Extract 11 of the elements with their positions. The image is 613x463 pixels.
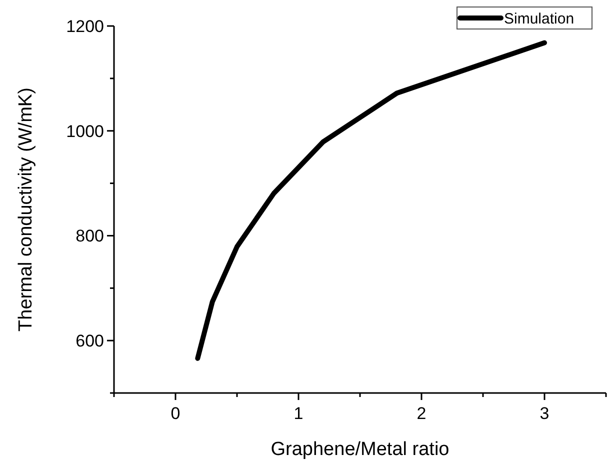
x-axis-title: Graphene/Metal ratio bbox=[270, 439, 450, 460]
y-tick-label: 1000 bbox=[66, 122, 104, 141]
y-tick-label: 600 bbox=[76, 332, 104, 351]
x-tick-label: 3 bbox=[540, 404, 550, 423]
y-tick-label: 800 bbox=[76, 226, 104, 246]
x-tick-label: 1 bbox=[294, 404, 304, 423]
y-axis-title: Thermal conductivity (W/mK) bbox=[16, 88, 37, 332]
x-tick-label: 0 bbox=[170, 404, 180, 423]
y-tick-label: 1200 bbox=[66, 16, 104, 36]
legend-label: Simulation bbox=[504, 10, 574, 28]
x-tick-label: 2 bbox=[416, 404, 426, 423]
